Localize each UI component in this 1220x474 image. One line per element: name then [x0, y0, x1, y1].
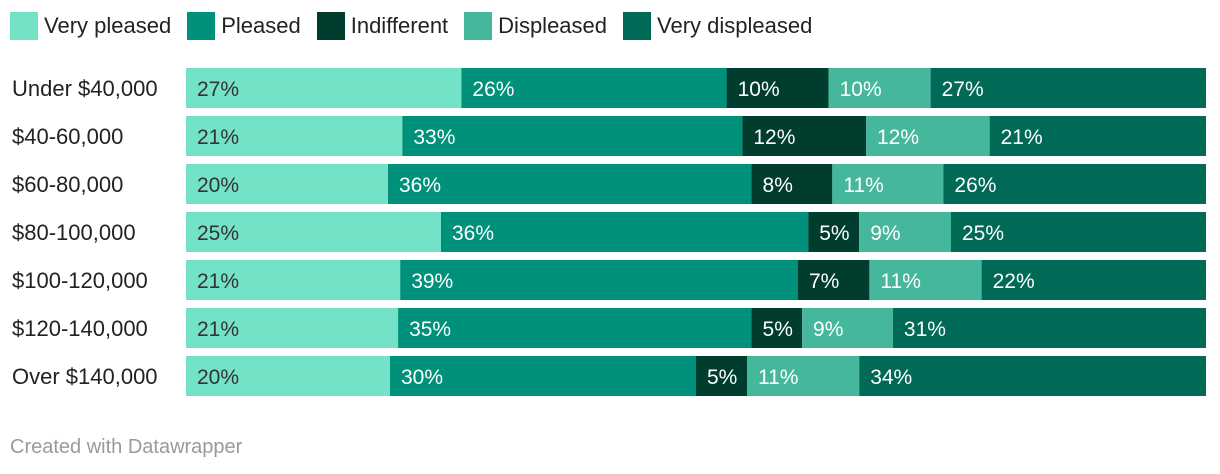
bar-segment: [828, 68, 931, 108]
legend-item: Very pleased: [10, 12, 171, 40]
category-label: Over $140,000: [12, 364, 158, 389]
category-label: $100-120,000: [12, 268, 148, 293]
data-label: 11%: [880, 270, 920, 293]
bar-segment: [951, 212, 1206, 252]
data-label: 5%: [819, 222, 849, 245]
data-label: 9%: [870, 222, 900, 245]
legend-swatch: [187, 12, 216, 40]
data-label: 8%: [763, 174, 793, 197]
legend-swatch: [10, 12, 38, 40]
data-label: 36%: [399, 174, 441, 197]
legend-label: Very pleased: [44, 13, 172, 38]
bar-segment: [390, 356, 696, 396]
legend-swatch: [623, 12, 652, 40]
data-label: 11%: [843, 174, 883, 197]
bar-segment: [402, 116, 743, 156]
bar-segment: [186, 212, 441, 252]
category-label: $40-60,000: [12, 124, 123, 149]
bar-segment: [751, 308, 803, 348]
legend-label: Pleased: [221, 13, 301, 38]
data-label: 21%: [197, 318, 239, 341]
bar-segment: [186, 260, 401, 300]
bar-segment: [186, 356, 390, 396]
bar-segment: [696, 356, 747, 396]
legend-item: Pleased: [187, 12, 301, 40]
data-label: 10%: [738, 78, 780, 101]
data-label: 35%: [409, 318, 451, 341]
data-label: 39%: [411, 270, 453, 293]
data-label: 7%: [809, 270, 839, 293]
bar-segment: [859, 212, 951, 252]
data-label: 25%: [962, 222, 1004, 245]
category-label: $60-80,000: [12, 172, 123, 197]
data-label: 22%: [993, 270, 1035, 293]
data-label: 27%: [942, 78, 984, 101]
legend-swatch: [316, 12, 345, 40]
data-label: 5%: [763, 318, 793, 341]
data-label: 12%: [877, 126, 919, 149]
data-label: 21%: [1001, 126, 1043, 149]
bar-segment: [186, 308, 399, 348]
bar-segment: [441, 212, 809, 252]
bar-segment: [742, 116, 866, 156]
data-label: 12%: [753, 126, 795, 149]
data-label: 30%: [401, 366, 443, 389]
bar-segment: [798, 260, 870, 300]
bar-segment: [981, 260, 1206, 300]
bar-segment: [989, 116, 1206, 156]
bar-segment: [387, 164, 752, 204]
category-label: $80-100,000: [12, 220, 136, 245]
data-label: 25%: [197, 222, 239, 245]
category-label: $120-140,000: [12, 316, 148, 341]
data-label: 20%: [197, 174, 239, 197]
bar-segment: [751, 164, 833, 204]
bar-segment: [726, 68, 829, 108]
data-label: 36%: [452, 222, 494, 245]
legend-item: Very displeased: [623, 12, 812, 40]
data-label: 11%: [758, 366, 798, 389]
data-label: 33%: [413, 126, 455, 149]
data-label: 9%: [813, 318, 843, 341]
data-label: 26%: [472, 78, 514, 101]
legend-item: Indifferent: [316, 12, 449, 40]
bar-segment: [892, 308, 1206, 348]
data-label: 26%: [954, 174, 996, 197]
data-label: 34%: [870, 366, 912, 389]
legend-label: Indifferent: [350, 13, 449, 38]
legend-item: Displeased: [464, 12, 607, 40]
bar-segment: [930, 68, 1206, 108]
bar-segment: [859, 356, 1206, 396]
bar-segment: [869, 260, 982, 300]
bar-segment: [400, 260, 798, 300]
bar-segment: [832, 164, 944, 204]
data-label: 27%: [197, 78, 239, 101]
legend-label: Displeased: [498, 13, 608, 38]
bar-segment: [943, 164, 1206, 204]
legend: Very pleased Pleased Indifferent Displeased…: [10, 10, 828, 42]
data-label: 21%: [197, 270, 239, 293]
data-label: 10%: [840, 78, 882, 101]
legend-label: Very displeased: [657, 13, 813, 38]
bar-segment: [186, 116, 403, 156]
data-label: 21%: [197, 126, 239, 149]
bar-segment: [186, 164, 388, 204]
data-label: 31%: [904, 318, 946, 341]
bar-segment: [866, 116, 990, 156]
data-label: 20%: [197, 366, 239, 389]
credit-text: Created with Datawrapper: [10, 436, 243, 458]
legend-swatch: [464, 12, 493, 40]
data-label: 5%: [707, 366, 737, 389]
bar-segment: [747, 356, 860, 396]
bar-segment: [461, 68, 727, 108]
bar-segment: [802, 308, 893, 348]
bar-segment: [808, 212, 860, 252]
bar-segment: [398, 308, 752, 348]
bar-segment: [186, 68, 462, 108]
category-label: Under $40,000: [12, 76, 158, 101]
